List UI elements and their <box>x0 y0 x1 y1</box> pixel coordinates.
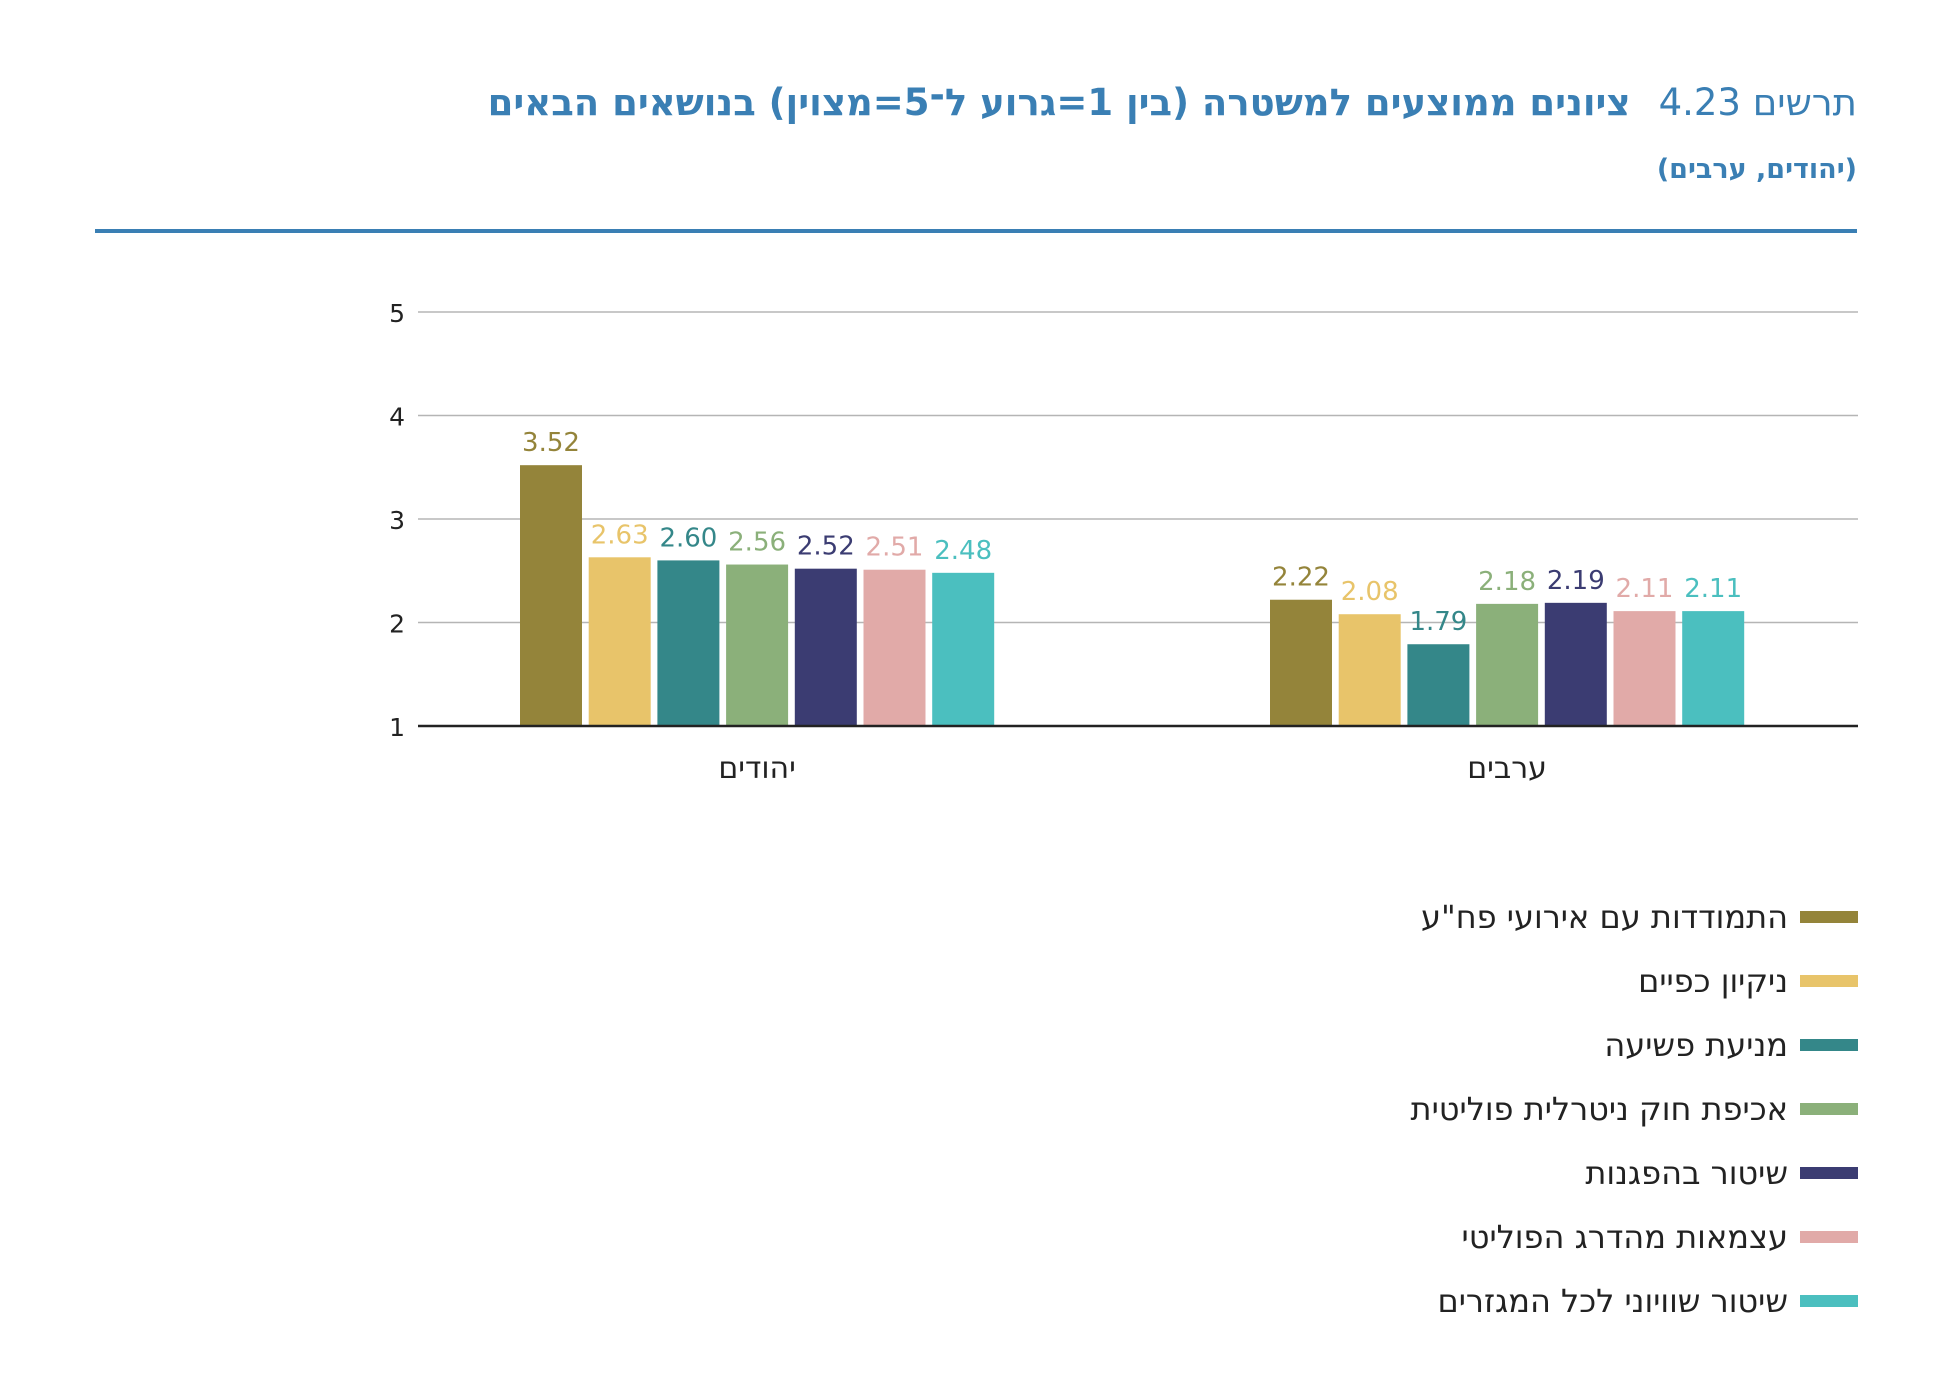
bar <box>794 568 857 726</box>
data-label: 2.11 <box>1684 574 1742 604</box>
y-tick-label: 2 <box>389 610 405 639</box>
header-divider <box>95 229 1857 233</box>
legend-item: התמודדות עם אירועי פח"ע <box>1411 885 1858 949</box>
legend-item: אכיפת חוק ניטרלית פוליטית <box>1411 1077 1858 1141</box>
legend-label: התמודדות עם אירועי פח"ע <box>1420 898 1788 936</box>
category-label: יהודים <box>718 751 795 786</box>
bar <box>863 569 926 726</box>
legend-label: אכיפת חוק ניטרלית פוליטית <box>1410 1090 1788 1128</box>
bar <box>1338 614 1401 726</box>
bar <box>726 564 789 726</box>
legend-item: מניעת פשיעה <box>1411 1013 1858 1077</box>
data-label: 2.56 <box>728 528 786 558</box>
bar <box>1407 644 1470 726</box>
chart-header: תרשים 4.23 ציונים ממוצעים למשטרה (בין 1=ג… <box>95 78 1857 190</box>
legend-item: עצמאות מהדרג הפוליטי <box>1411 1205 1858 1269</box>
data-label: 2.22 <box>1272 563 1330 593</box>
chart-title: ציונים ממוצעים למשטרה (בין 1=גרוע ל־5=מצ… <box>487 81 1631 124</box>
bar <box>1270 599 1332 726</box>
data-label: 1.79 <box>1409 607 1467 637</box>
bar <box>1476 603 1539 726</box>
legend-swatch <box>1800 911 1858 923</box>
bar <box>1613 611 1676 726</box>
data-label: 2.11 <box>1616 574 1674 604</box>
data-label: 3.52 <box>522 428 580 458</box>
data-label: 2.63 <box>591 520 649 550</box>
legend: התמודדות עם אירועי פח"ע ניקיון כפיים מניעת… <box>1411 885 1858 1333</box>
data-label: 2.19 <box>1547 566 1605 596</box>
legend-label: שיטור שוויוני לכל המגזרים <box>1437 1282 1788 1320</box>
data-label: 2.08 <box>1341 577 1399 607</box>
legend-item: ניקיון כפיים <box>1411 949 1858 1013</box>
data-label: 2.60 <box>659 523 717 553</box>
y-tick-label: 5 <box>389 299 405 328</box>
category-label: ערבים <box>1467 751 1547 786</box>
figure-number: תרשים 4.23 <box>1658 81 1857 124</box>
legend-swatch <box>1800 1231 1858 1243</box>
legend-label: מניעת פשיעה <box>1604 1026 1788 1064</box>
bar <box>588 557 651 726</box>
bar <box>520 465 582 726</box>
legend-swatch <box>1800 975 1858 987</box>
legend-swatch <box>1800 1295 1858 1307</box>
data-label: 2.18 <box>1478 567 1536 597</box>
data-label: 2.48 <box>934 536 992 566</box>
title-row: תרשים 4.23 ציונים ממוצעים למשטרה (בין 1=ג… <box>95 78 1857 128</box>
bar-chart: 1 2 3 4 5 3.52 2.22 2.63 2.08 2.60 1.79 2.56 2.18 2.5… <box>389 299 1858 786</box>
bar <box>1544 602 1607 726</box>
legend-label: עצמאות מהדרג הפוליטי <box>1461 1218 1788 1256</box>
legend-label: שיטור בהפגנות <box>1585 1154 1788 1192</box>
data-label: 2.51 <box>866 533 924 563</box>
legend-label: ניקיון כפיים <box>1638 962 1788 1000</box>
y-tick-label: 1 <box>389 713 405 742</box>
legend-swatch <box>1800 1039 1858 1051</box>
legend-swatch <box>1800 1103 1858 1115</box>
bar <box>1682 611 1745 726</box>
bar <box>657 560 720 726</box>
chart-subtitle: (יהודים, ערבים) <box>1656 154 1857 185</box>
bar <box>932 572 995 726</box>
y-tick-label: 3 <box>389 506 405 535</box>
data-label: 2.52 <box>797 532 855 562</box>
legend-item: שיטור שוויוני לכל המגזרים <box>1411 1269 1858 1333</box>
legend-item: שיטור בהפגנות <box>1411 1141 1858 1205</box>
y-tick-label: 4 <box>389 403 405 432</box>
legend-swatch <box>1800 1167 1858 1179</box>
